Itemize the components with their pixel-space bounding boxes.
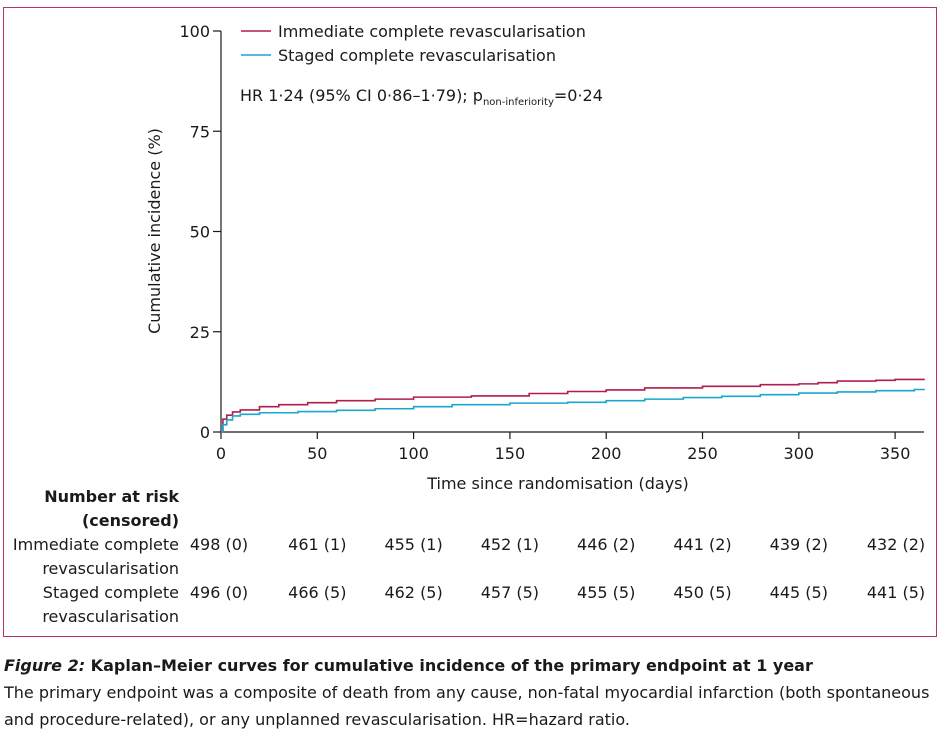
risk-table-cell: 461 (1) — [288, 535, 347, 554]
risk-row-label-line1: Immediate complete — [12, 535, 179, 554]
risk-table-cell: 432 (2) — [866, 535, 926, 554]
risk-table-cell: 466 (5) — [288, 583, 347, 602]
km-chart: 0 25 50 75 100 0 50 100 150 200 250 300 350 Immediat… — [145, 22, 925, 493]
risk-header-line2: (censored) — [81, 511, 179, 530]
risk-row-label-immediate: Immediate complete revascularisation — [10, 533, 179, 581]
risk-table-cell: 496 (0) — [189, 583, 249, 602]
x-axis-label: Time since randomisation (days) — [426, 474, 689, 493]
risk-table-cell: 450 (5) — [673, 583, 732, 602]
risk-table-cell: 498 (0) — [189, 535, 249, 554]
chart-axes: 0 25 50 75 100 0 50 100 150 200 250 300 350 — [179, 22, 924, 463]
legend-entry: Immediate complete revascularisation — [278, 22, 586, 41]
series-line-immediate — [221, 378, 925, 433]
risk-table-cell: 446 (2) — [577, 535, 636, 554]
y-axis-label: Cumulative incidence (%) — [145, 128, 164, 334]
risk-row-label-line1: Staged complete — [42, 583, 179, 602]
y-tick-label: 100 — [179, 22, 210, 41]
x-tick-label: 150 — [495, 444, 526, 463]
risk-table-cell: 457 (5) — [480, 583, 540, 602]
x-tick-label: 0 — [216, 444, 226, 463]
risk-table-cell: 455 (1) — [384, 535, 443, 554]
risk-table-cell: 455 (5) — [577, 583, 636, 602]
x-tick-label: 200 — [591, 444, 622, 463]
caption-body: The primary endpoint was a composite of … — [4, 683, 930, 729]
risk-table-cell: 452 (1) — [480, 535, 540, 554]
hr-annotation-subscript: non-inferiority — [483, 97, 554, 108]
hr-annotation: HR 1·24 (95% CI 0·86–1·79); pnon-inferio… — [240, 86, 603, 108]
y-tick-label: 75 — [190, 122, 210, 141]
risk-row-label-line2: revascularisation — [42, 559, 179, 578]
y-tick-label: 50 — [190, 223, 210, 242]
risk-row-label-staged: Staged complete revascularisation — [10, 581, 179, 629]
x-tick-label: 50 — [307, 444, 327, 463]
hr-annotation-prefix: HR 1·24 (95% CI 0·86–1·79); p — [240, 86, 483, 105]
series-line-staged — [221, 388, 925, 433]
risk-table-header: Number at risk (censored) — [20, 485, 179, 533]
x-tick-label: 300 — [784, 444, 815, 463]
risk-table-cell: 462 (5) — [384, 583, 443, 602]
x-tick-label: 100 — [398, 444, 429, 463]
x-tick-label: 250 — [687, 444, 718, 463]
caption-figure-label: Figure 2: — [4, 656, 86, 675]
risk-table-cell: 445 (5) — [769, 583, 828, 602]
hr-annotation-suffix: =0·24 — [554, 86, 603, 105]
risk-table-cell: 439 (2) — [769, 535, 828, 554]
y-tick-label: 0 — [200, 423, 210, 442]
risk-row-label-line2: revascularisation — [42, 607, 179, 626]
y-tick-label: 25 — [190, 323, 210, 342]
caption-title-text: Kaplan–Meier curves for cumulative incid… — [85, 656, 813, 675]
x-tick-label: 350 — [880, 444, 911, 463]
legend-entry: Staged complete revascularisation — [278, 46, 556, 65]
chart-curves — [221, 378, 925, 433]
figure-caption: Figure 2: Kaplan–Meier curves for cumula… — [4, 652, 939, 733]
risk-header-line1: Number at risk — [44, 487, 179, 506]
caption-title: Figure 2: Kaplan–Meier curves for cumula… — [4, 652, 939, 679]
chart-legend: Immediate complete revascularisation Stag… — [241, 22, 586, 65]
figure-frame — [3, 7, 937, 637]
risk-table-cell: 441 (2) — [673, 535, 732, 554]
risk-table-cell: 441 (5) — [866, 583, 926, 602]
